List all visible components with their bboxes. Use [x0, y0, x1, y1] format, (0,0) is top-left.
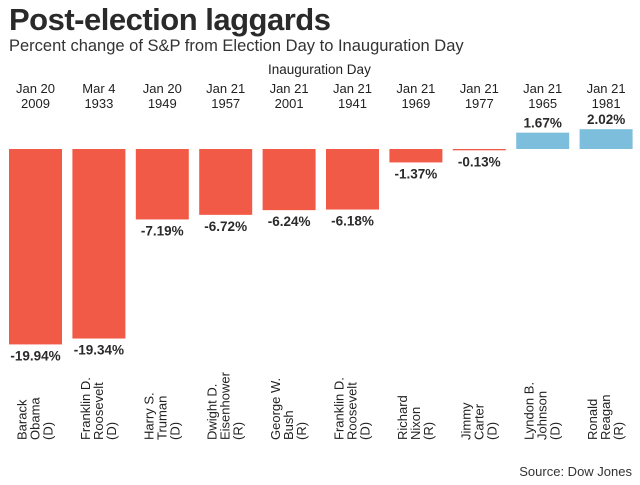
inauguration-date-year: 2009 [21, 96, 50, 111]
value-label: 2.02% [587, 112, 625, 127]
inauguration-date-month: Jan 21 [396, 81, 435, 96]
inauguration-date-year: 1941 [338, 96, 367, 111]
inauguration-date-month: Mar 4 [82, 81, 115, 96]
bar [389, 149, 443, 163]
president-name-line: Lyndon B. [522, 382, 537, 440]
bar [72, 149, 126, 339]
inauguration-date-month: Jan 21 [523, 81, 562, 96]
president-name-line: Dwight D. [205, 384, 220, 440]
inauguration-date-year: 1977 [465, 96, 494, 111]
president-name-line: (D) [167, 422, 182, 440]
value-label: 1.67% [524, 116, 562, 131]
president-name-line: Jimmy [458, 402, 473, 440]
inauguration-date-year: 1965 [528, 96, 557, 111]
inauguration-date-month: Jan 21 [270, 81, 309, 96]
president-name-line: George W. [268, 378, 283, 440]
president-name-line: (R) [294, 422, 309, 440]
value-label: -19.34% [74, 343, 124, 358]
president-name-line: Johnson [535, 391, 550, 440]
chart-subtitle: Percent change of S&P from Election Day … [9, 37, 464, 55]
president-name-line: Reagan [598, 394, 613, 440]
inauguration-date-year: 1969 [401, 96, 430, 111]
president-name-line: (R) [231, 422, 246, 440]
president-name-line: Nixon [408, 407, 423, 440]
president-name-line: (D) [548, 422, 563, 440]
president-name-line: Truman [154, 396, 169, 440]
president-name-line: (D) [104, 422, 119, 440]
inauguration-date-year: 1933 [84, 96, 113, 111]
inauguration-date-year: 2001 [275, 96, 304, 111]
inauguration-date-month: Jan 20 [16, 81, 55, 96]
value-label: -19.94% [10, 348, 60, 363]
value-label: -7.19% [141, 223, 184, 238]
president-name-line: (D) [358, 422, 373, 440]
president-name-line: Harry S. [141, 392, 156, 440]
bar [452, 149, 506, 151]
president-name-line: Franklin D. [332, 377, 347, 440]
president-name-line: (R) [611, 422, 626, 440]
bar [326, 149, 379, 210]
president-name-line: Barack [15, 399, 30, 440]
inauguration-date-year: 1957 [211, 96, 240, 111]
inauguration-date-year: 1949 [148, 96, 177, 111]
x-axis-title: Inauguration Day [268, 62, 371, 77]
bar [579, 129, 633, 149]
president-name-line: Obama [28, 397, 43, 440]
inauguration-date-year: 1981 [592, 96, 621, 111]
value-label: -6.24% [268, 214, 311, 229]
value-label: -1.37% [395, 166, 438, 181]
chart-title: Post-election laggards [9, 2, 331, 37]
value-label: -0.13% [458, 154, 501, 169]
bar [262, 149, 316, 211]
value-label: -6.18% [331, 214, 374, 229]
president-name-line: Roosevelt [345, 382, 360, 440]
president-name-line: Eisenhower [218, 371, 233, 440]
president-name-line: Bush [281, 410, 296, 440]
president-name-line: (D) [484, 422, 499, 440]
bar [135, 149, 189, 220]
president-name-line: (D) [41, 422, 56, 440]
inauguration-date-month: Jan 21 [206, 81, 245, 96]
inauguration-date-month: Jan 21 [460, 81, 499, 96]
bar [199, 149, 253, 215]
value-label: -6.72% [204, 219, 247, 234]
president-name-line: Roosevelt [91, 382, 106, 440]
inauguration-date-month: Jan 21 [587, 81, 626, 96]
president-name-line: Carter [471, 403, 486, 440]
bar [516, 132, 570, 149]
bar [9, 149, 62, 345]
inauguration-date-month: Jan 21 [333, 81, 372, 96]
president-name-line: Richard [395, 395, 410, 440]
source-note: Source: Dow Jones [519, 464, 632, 479]
president-name-line: Ronald [585, 399, 600, 440]
president-name-line: (R) [421, 422, 436, 440]
president-name-line: Franklin D. [78, 377, 93, 440]
inauguration-date-month: Jan 20 [143, 81, 182, 96]
